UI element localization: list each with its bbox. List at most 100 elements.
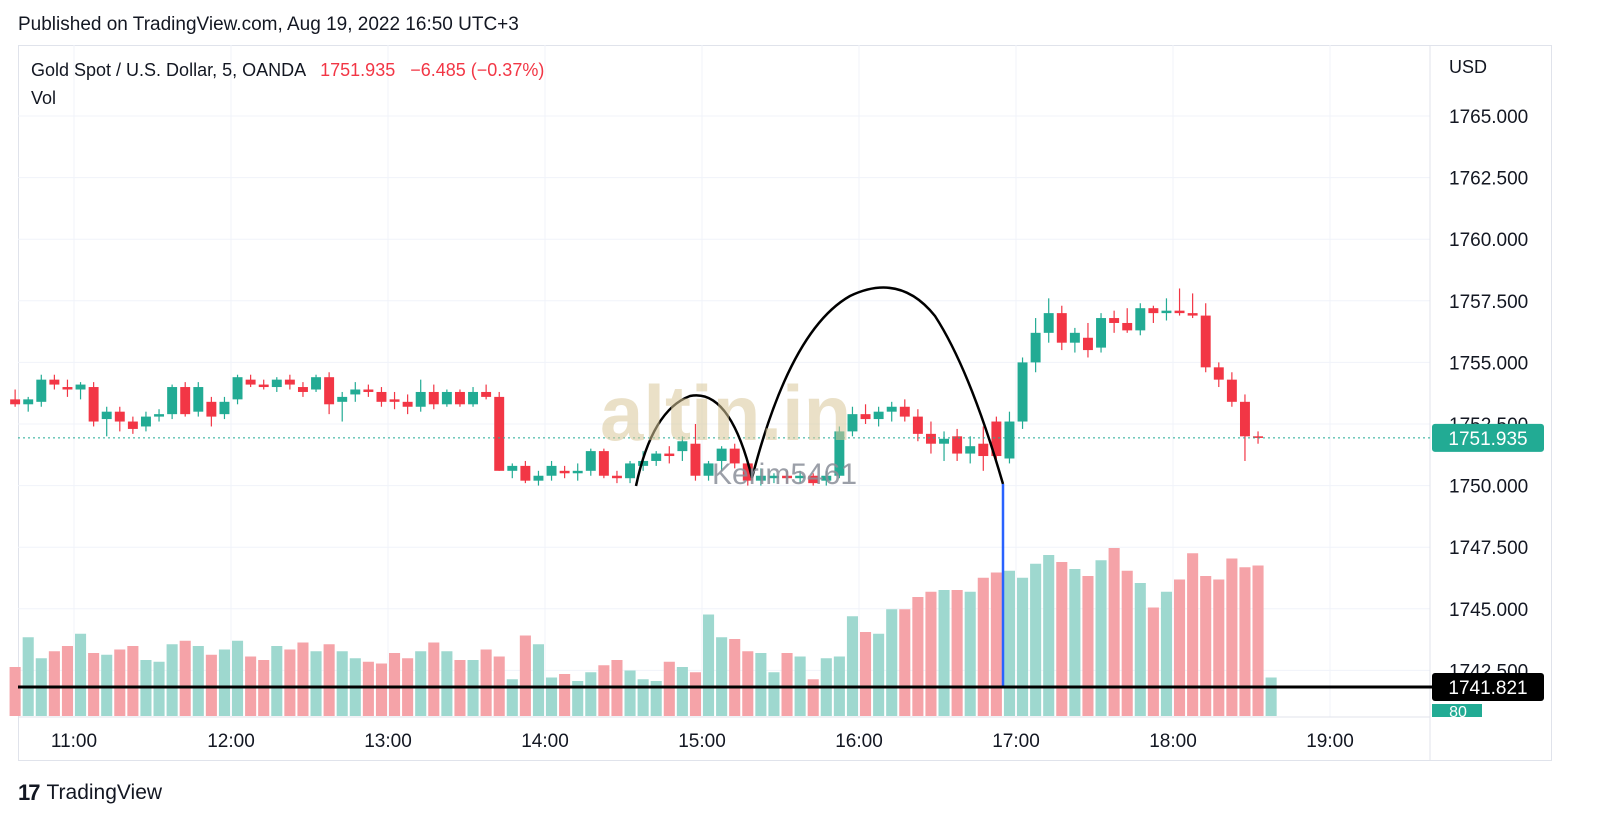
candle-body [1069,332,1080,343]
volume-bar [703,614,715,716]
candle-body [232,377,243,400]
support-line-badge-text: 1741.821 [1448,678,1527,699]
volume-bar [742,651,754,716]
volume-bar [1213,579,1225,716]
volume-bar [1095,560,1107,716]
volume-bar [1003,570,1015,716]
volume-bar [1265,677,1277,716]
volume-bar [1239,567,1251,716]
volume-bar [1082,576,1094,716]
volume-bar [428,642,440,716]
candle-body [886,406,897,412]
candle-body [677,441,688,452]
volume-bar [232,640,244,716]
volume-bar [389,653,401,716]
x-tick-label: 19:00 [1306,731,1354,752]
candle-body [376,391,387,402]
candle-body [1082,337,1093,351]
candle-body [193,387,204,412]
candle-body [939,438,950,444]
candle-body [311,377,322,390]
candle-body [651,453,662,461]
candle-body [533,475,544,481]
candle-body [415,391,426,407]
candle-body [1096,318,1107,348]
candle-body [468,391,479,405]
volume-badge-text: 80 [1449,704,1467,721]
candle-body [206,401,217,417]
candle-body [755,475,766,481]
volume-bar [1174,579,1186,716]
volume-bar [271,646,283,716]
candle-body [62,387,73,390]
volume-bar [637,679,649,716]
candle-body [598,451,609,476]
candle-body [219,401,230,415]
volume-bar [572,681,584,716]
currency-label: USD [1449,57,1488,77]
volume-bar [179,640,191,716]
volume-bar [1252,565,1264,716]
candle-body [1213,367,1224,380]
candle-body [1056,313,1067,343]
candle-body [49,379,60,385]
candle-body [572,470,583,474]
x-tick-label: 13:00 [364,731,412,752]
symbol-name: Gold Spot / U.S. Dollar, 5, OANDA [31,60,306,80]
volume-bar [546,677,558,716]
candle-body [284,379,295,385]
footer-brand-name: TradingView [46,781,163,804]
volume-bar [990,572,1002,716]
symbol-legend[interactable]: Gold Spot / U.S. Dollar, 5, OANDA 1751.9… [31,60,544,81]
candle-body [36,379,47,402]
candle-body [402,401,413,407]
candle-body [1043,313,1054,333]
large-arc-annotation [750,286,1005,485]
volume-bar [755,653,767,716]
volume-bar [846,616,858,716]
candle-body [494,396,505,471]
volume-bar [153,661,165,716]
volume-bar [1160,591,1172,716]
price-change: −6.485 (−0.37%) [410,60,545,80]
volume-bar [61,646,73,716]
candle-body [1148,308,1159,314]
volume-bar [218,649,230,716]
candle-body [834,431,845,476]
x-tick-label: 12:00 [207,731,255,752]
candle-body [1109,318,1120,323]
candle-body [952,436,963,454]
volume-bar [323,644,335,716]
candle-body [768,475,779,479]
footer-brand[interactable]: 17 TradingView [18,780,162,806]
volume-bar [22,637,34,716]
x-tick-label: 11:00 [51,731,97,752]
volume-bar [938,590,950,716]
volume-bar [781,653,793,716]
watermark-brand: altin.in [600,369,852,457]
volume-bar [166,644,178,716]
volume-bar [663,661,675,716]
candle-body [585,451,596,471]
volume-bar [977,577,989,716]
candle-body [350,389,361,395]
price-axis: 1765.000 1762.500 1760.000 1757.500 1755.000… [1432,107,1544,721]
annotations [18,286,1440,689]
candle-body [821,475,832,481]
candle-body [703,463,714,476]
candle-body [978,443,989,457]
candle-body [363,389,374,392]
candle-body [245,379,256,385]
candle-body [1200,315,1211,368]
candle-body [546,465,557,476]
volume-bar [1017,577,1029,716]
volume-bar [689,672,701,716]
volume-legend[interactable]: Vol [31,88,57,108]
last-price-badge [1432,423,1544,452]
volume-bar [624,670,636,716]
x-tick-label: 18:00 [1149,731,1197,752]
volume-bar [297,642,309,716]
candle-body [965,446,976,454]
y-tick-label: 1747.500 [1449,538,1528,559]
